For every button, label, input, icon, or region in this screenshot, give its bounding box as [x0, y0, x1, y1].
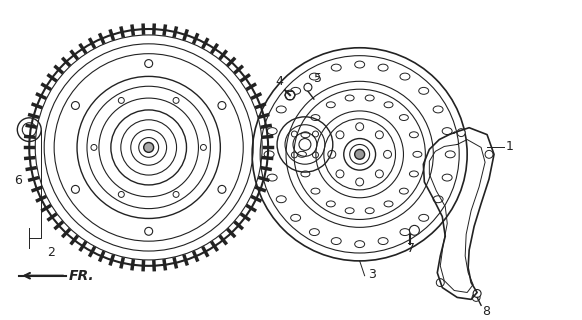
Text: FR.: FR.	[69, 269, 95, 283]
Text: 7: 7	[407, 242, 416, 255]
Circle shape	[354, 149, 365, 159]
Circle shape	[472, 293, 480, 301]
Text: 6: 6	[15, 174, 22, 187]
Circle shape	[72, 101, 79, 109]
Circle shape	[218, 101, 226, 109]
Text: 3: 3	[368, 268, 375, 281]
Circle shape	[145, 227, 152, 235]
Circle shape	[436, 279, 444, 287]
Circle shape	[304, 83, 312, 91]
Circle shape	[409, 225, 420, 235]
Text: 2: 2	[47, 246, 55, 259]
Text: 4: 4	[275, 75, 283, 88]
Circle shape	[285, 90, 295, 100]
Circle shape	[145, 60, 152, 68]
Circle shape	[218, 185, 226, 193]
Text: 5: 5	[314, 72, 322, 85]
Circle shape	[144, 142, 154, 152]
Circle shape	[473, 290, 481, 297]
Circle shape	[485, 150, 493, 158]
Circle shape	[72, 185, 79, 193]
Text: 1: 1	[506, 140, 514, 153]
Circle shape	[457, 129, 465, 137]
Text: 8: 8	[482, 305, 490, 318]
